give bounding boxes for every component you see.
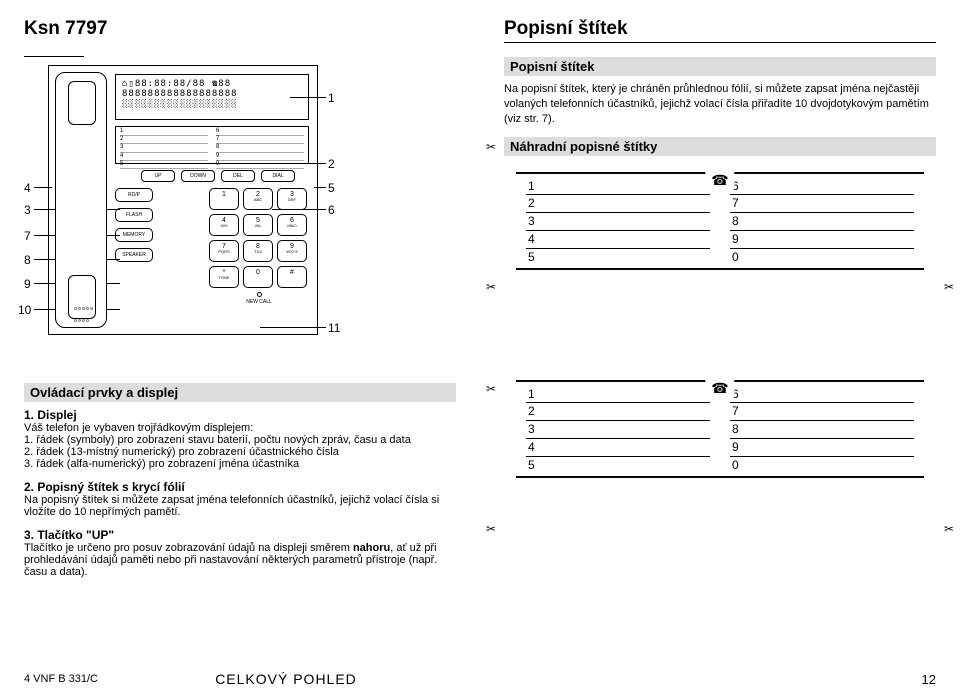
handset [55,72,107,328]
phone-icon: ☎ [705,380,734,397]
callout-4: 4 [24,181,31,195]
dial-button[interactable]: DIAL [261,170,295,182]
flash-button[interactable]: FLASH [115,208,153,222]
plate-l3: 3 [120,144,208,152]
callout-9: 9 [24,277,31,291]
label-card-1: ☎ 1 2 3 4 5 6 7 8 9 0 [516,172,924,270]
memory-button[interactable]: MEMORY [115,228,153,242]
lcd-row2: 888888888888888888 [122,89,302,99]
key-7[interactable]: 7PQRS [209,240,239,262]
phone-diagram: 4 3 7 8 9 10 1 2 5 6 11 [24,65,456,365]
card1-l1: 1 [526,178,710,196]
item2-title: 2. Popisný štítek s krycí fólií [24,480,456,494]
card2-r4: 9 [730,439,914,457]
scissors-icon: ✂ [486,140,496,154]
scissors-icon: ✂ [486,522,496,536]
card1-r4: 9 [730,231,914,249]
scissors-icon: ✂ [486,382,496,396]
plate-r4: 9 [216,153,304,161]
underline [24,56,84,57]
key-4[interactable]: 4GHI [209,214,239,236]
card2-r1: 6 [730,386,914,404]
plate-l4: 4 [120,153,208,161]
card2-l4: 4 [526,439,710,457]
key-6[interactable]: 6MNO [277,214,307,236]
model-number: Ksn 7797 [24,18,107,39]
key-star[interactable]: *TONE [209,266,239,288]
plate-r1: 6 [216,128,304,136]
card2-r3: 8 [730,421,914,439]
callout-11: 11 [328,321,340,335]
card1-r2: 7 [730,195,914,213]
key-3[interactable]: 3DEF [277,188,307,210]
card1-r1: 6 [730,178,914,196]
footer-code: 4 VNF B 331/C [24,673,98,685]
key-1[interactable]: 1 [209,188,239,210]
phone-icon: ☎ [705,172,734,189]
lcd-display: ⌂▯88:88:88/88 ☎88 888888888888888888 ░░░… [115,74,309,120]
callout-8: 8 [24,253,31,267]
del-button[interactable]: DEL [221,170,255,182]
callout-2: 2 [328,157,335,171]
plate-r5: 0 [216,161,304,169]
lcd-row1: ⌂▯88:88:88/88 ☎88 [122,79,302,89]
item1-title: 1. Displej [24,408,456,422]
key-hash[interactable]: # [277,266,307,288]
scissors-icon: ✂ [486,280,496,294]
card2-l1: 1 [526,386,710,404]
item1-l4: 3. řádek (alfa-numerický) pro zobrazení … [24,458,456,470]
plate-r3: 8 [216,144,304,152]
card1-l3: 3 [526,213,710,231]
callout-1: 1 [328,91,335,105]
newcall-led: NEW CALL [209,292,309,305]
callout-6: 6 [328,203,335,217]
speaker-button[interactable]: SPEAKER [115,248,153,262]
lcd-row3: ░░░░░░░░░░░░░░░░░░ [122,99,302,109]
item2-body: Na popisný štítek si můžete zapsat jména… [24,494,456,518]
key-8[interactable]: 8TUV [243,240,273,262]
card2-l2: 2 [526,403,710,421]
section-ovladaci: Ovládací prvky a displej [24,383,456,402]
card2-l5: 5 [526,457,710,474]
para1: Na popisní štítek, který je chráněn průh… [504,82,936,127]
item1-l2: 1. řádek (symboly) pro zobrazení stavu b… [24,434,456,446]
plate-r2: 7 [216,136,304,144]
card2-r2: 7 [730,403,914,421]
item3-title: 3. Tlačítko "UP" [24,528,456,542]
card1-r5: 0 [730,249,914,266]
sec1-bar: Popisní štítek [504,57,936,76]
card2-r5: 0 [730,457,914,474]
label-card-2: ☎ 1 2 3 4 5 6 7 8 9 0 [516,380,924,478]
card1-l2: 2 [526,195,710,213]
rdp-button[interactable]: RD/P [115,188,153,202]
scissors-icon: ✂ [944,522,954,536]
callout-3: 3 [24,203,31,217]
plate-l2: 2 [120,136,208,144]
item1-l1: Váš telefon je vybaven trojřádkovým disp… [24,422,456,434]
callout-10: 10 [18,303,31,317]
callout-5: 5 [328,181,335,195]
page-number: 12 [922,672,936,687]
card1-l5: 5 [526,249,710,266]
card1-r3: 8 [730,213,914,231]
callout-7: 7 [24,229,31,243]
item3-body: Tlačítko je určeno pro posuv zobrazování… [24,542,456,578]
key-5[interactable]: 5JKL [243,214,273,236]
card2-l3: 3 [526,421,710,439]
sec2-bar: Náhradní popisné štítky [504,137,936,156]
up-button[interactable]: UP [141,170,175,182]
label-plate: 1 2 3 4 5 6 7 8 9 0 [115,126,309,164]
key-2[interactable]: 2ABC [243,188,273,210]
footer-title: CELKOVÝ POHLED [215,671,357,687]
down-button[interactable]: DOWN [181,170,215,182]
item1-l3: 2. řádek (13-místný numerický) pro zobra… [24,446,456,458]
key-9[interactable]: 9WXYZ [277,240,307,262]
plate-l1: 1 [120,128,208,136]
card1-l4: 4 [526,231,710,249]
right-header: Popisní štítek [504,18,936,43]
plate-l5: 5 [120,161,208,169]
scissors-icon: ✂ [944,280,954,294]
key-0[interactable]: 0 [243,266,273,288]
